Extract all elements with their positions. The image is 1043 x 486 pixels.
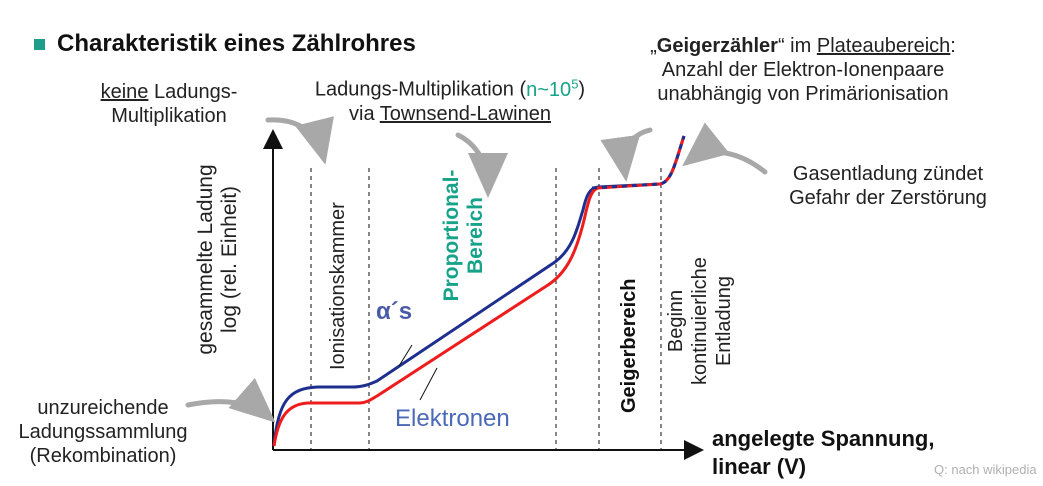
ylabel-line1: gesammelte Ladung — [194, 164, 217, 355]
gas-line1: Gasentladung zündet — [792, 163, 984, 185]
gas-line2: Gefahr der Zerstörung — [789, 187, 987, 209]
multiplikation-text: Multiplikation — [111, 105, 227, 127]
source-note: Q: nach wikipedia — [934, 462, 1037, 477]
annotation-no-multiplication: keine Ladungs- Multiplikation — [74, 80, 264, 128]
beginn-line3: Entladung — [713, 275, 735, 367]
gz-line3: unabhängig von Primärionisation — [657, 83, 949, 105]
lm-text: Ladungs-Multiplikation ( — [314, 78, 527, 101]
arrow-geiger-icon — [600, 127, 653, 182]
electron-label: Elektronen — [395, 405, 510, 432]
beginn-line2: kontinuierliche — [689, 257, 711, 385]
beginn-line1: Beginn — [665, 289, 687, 353]
n-value: n~105 — [526, 76, 579, 101]
arrow-keine-icon — [265, 116, 334, 165]
xlabel-line2: linear (V) — [712, 454, 807, 479]
shared-curve-overlay — [591, 135, 686, 190]
via-text: via — [349, 102, 380, 125]
lm-close: ) — [578, 78, 586, 101]
arrow-townsend-icon — [455, 132, 508, 198]
region-geigerbereich: Geigerbereich — [618, 278, 640, 413]
x-axis-label: angelegte Spannung, linear (V) — [712, 425, 934, 481]
region-proportional: Proportional- Bereich — [440, 153, 488, 318]
ladungs-text: Ladungs- — [148, 81, 238, 103]
annotation-rekombination: unzureichende Ladungssammlung (Rekombina… — [0, 396, 206, 468]
region-beginn: Beginn kontinuierliche Entladung — [664, 242, 736, 400]
proportional-line2: Bereich — [464, 196, 487, 275]
plateau-text: Plateaubereich — [816, 35, 951, 57]
geigerzaehler-text: Geigerzähler — [656, 35, 778, 57]
square-bullet-icon — [34, 38, 45, 50]
arrow-unzureichend-icon — [185, 377, 276, 423]
annotation-gasentladung: Gasentladung zündet Gefahr der Zerstörun… — [768, 162, 1008, 210]
arrow-gasentladung-icon — [682, 122, 768, 175]
unz-line3: (Rekombination) — [29, 445, 177, 467]
alpha-label: α´s — [376, 298, 413, 325]
region-ionisationskammer: Ionisationskammer — [327, 202, 349, 370]
electron-pointer — [419, 367, 438, 401]
unz-line1: unzureichende — [37, 397, 169, 419]
electron-curve — [272, 135, 686, 447]
slide-title: Charakteristik eines Zählrohres — [34, 30, 416, 58]
annotation-geigerzaehler: „Geigerzähler“ im Plateaubereich: Anzahl… — [618, 34, 988, 106]
xlabel-line1: angelegte Spannung, — [712, 426, 935, 451]
alpha-pointer — [398, 344, 413, 367]
annotation-townsend: Ladungs-Multiplikation (n~105) via Towns… — [290, 72, 610, 126]
townsend-text: Townsend-Lawinen — [379, 102, 551, 125]
y-axis-label: gesammelte Ladung log (rel. Einheit) — [194, 147, 242, 372]
keine-text: keine — [100, 81, 149, 103]
ylabel-line2: log (rel. Einheit) — [218, 185, 241, 334]
proportional-line1: Proportional- — [440, 169, 463, 302]
unz-line2: Ladungssammlung — [18, 421, 188, 443]
title-text: Charakteristik eines Zählrohres — [57, 30, 416, 57]
gz-line2: Anzahl der Elektron-Ionenpaare — [661, 59, 945, 81]
